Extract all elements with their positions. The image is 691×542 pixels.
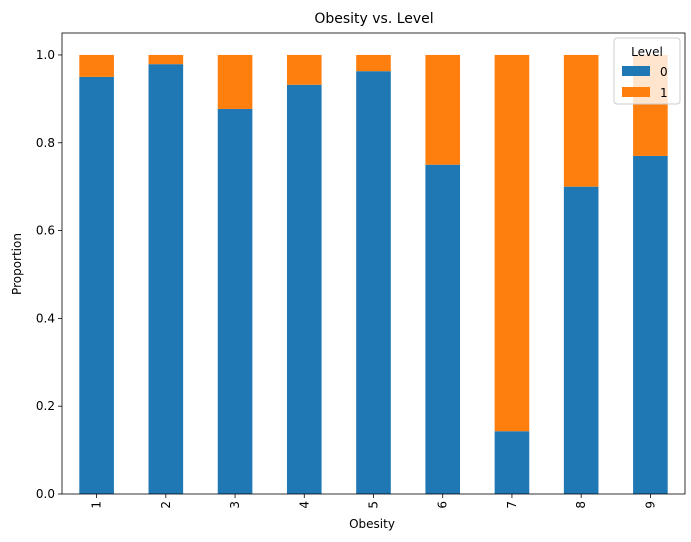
bar-1-level-0 xyxy=(79,76,114,495)
y-axis: 0.0 0.2 0.4 0.6 0.8 1.0 xyxy=(36,48,62,501)
chart-title: Obesity vs. Level xyxy=(314,11,433,27)
legend: Level 0 1 xyxy=(613,37,681,105)
x-tick-label: 1 xyxy=(90,501,104,509)
x-tick-label: 3 xyxy=(228,501,242,509)
legend-swatch-1 xyxy=(622,87,650,97)
bar-9-level-0 xyxy=(633,155,668,494)
bar-1-level-1 xyxy=(79,54,114,77)
x-tick-label: 6 xyxy=(436,501,450,509)
x-tick-label: 2 xyxy=(159,501,173,509)
x-axis: 1 2 3 4 5 6 7 8 9 xyxy=(90,494,657,509)
y-tick-label: 0.4 xyxy=(36,311,55,325)
bar-4-level-0 xyxy=(286,84,322,494)
legend-title: Level xyxy=(631,45,663,59)
bar-2-level-0 xyxy=(148,64,184,495)
x-tick-label: 5 xyxy=(367,501,381,509)
bar-7-level-1 xyxy=(494,54,530,432)
bar-8-level-0 xyxy=(563,186,599,495)
y-axis-label: Proportion xyxy=(10,233,24,295)
x-tick-label: 8 xyxy=(574,501,588,509)
legend-swatch-0 xyxy=(622,66,650,76)
legend-label-0: 0 xyxy=(660,65,668,79)
bar-4-level-1 xyxy=(286,54,322,85)
bars-group xyxy=(79,54,668,495)
bar-8-level-1 xyxy=(563,54,599,187)
y-tick-label: 0.6 xyxy=(36,224,55,238)
bar-3-level-1 xyxy=(217,54,253,109)
bar-7-level-0 xyxy=(494,431,530,494)
x-axis-label: Obesity xyxy=(349,517,395,531)
legend-label-1: 1 xyxy=(660,86,668,100)
bar-6-level-1 xyxy=(425,54,461,165)
bar-3-level-0 xyxy=(217,108,253,495)
bar-2-level-1 xyxy=(148,54,184,65)
y-tick-label: 0.0 xyxy=(36,487,55,501)
x-tick-label: 9 xyxy=(643,501,657,509)
x-tick-label: 7 xyxy=(505,501,519,509)
bar-6-level-0 xyxy=(425,164,461,494)
bar-5-level-0 xyxy=(356,71,391,494)
x-tick-label: 4 xyxy=(297,501,311,509)
bar-5-level-1 xyxy=(356,54,391,72)
y-tick-label: 1.0 xyxy=(36,48,55,62)
y-tick-label: 0.8 xyxy=(36,136,55,150)
y-tick-label: 0.2 xyxy=(36,399,55,413)
